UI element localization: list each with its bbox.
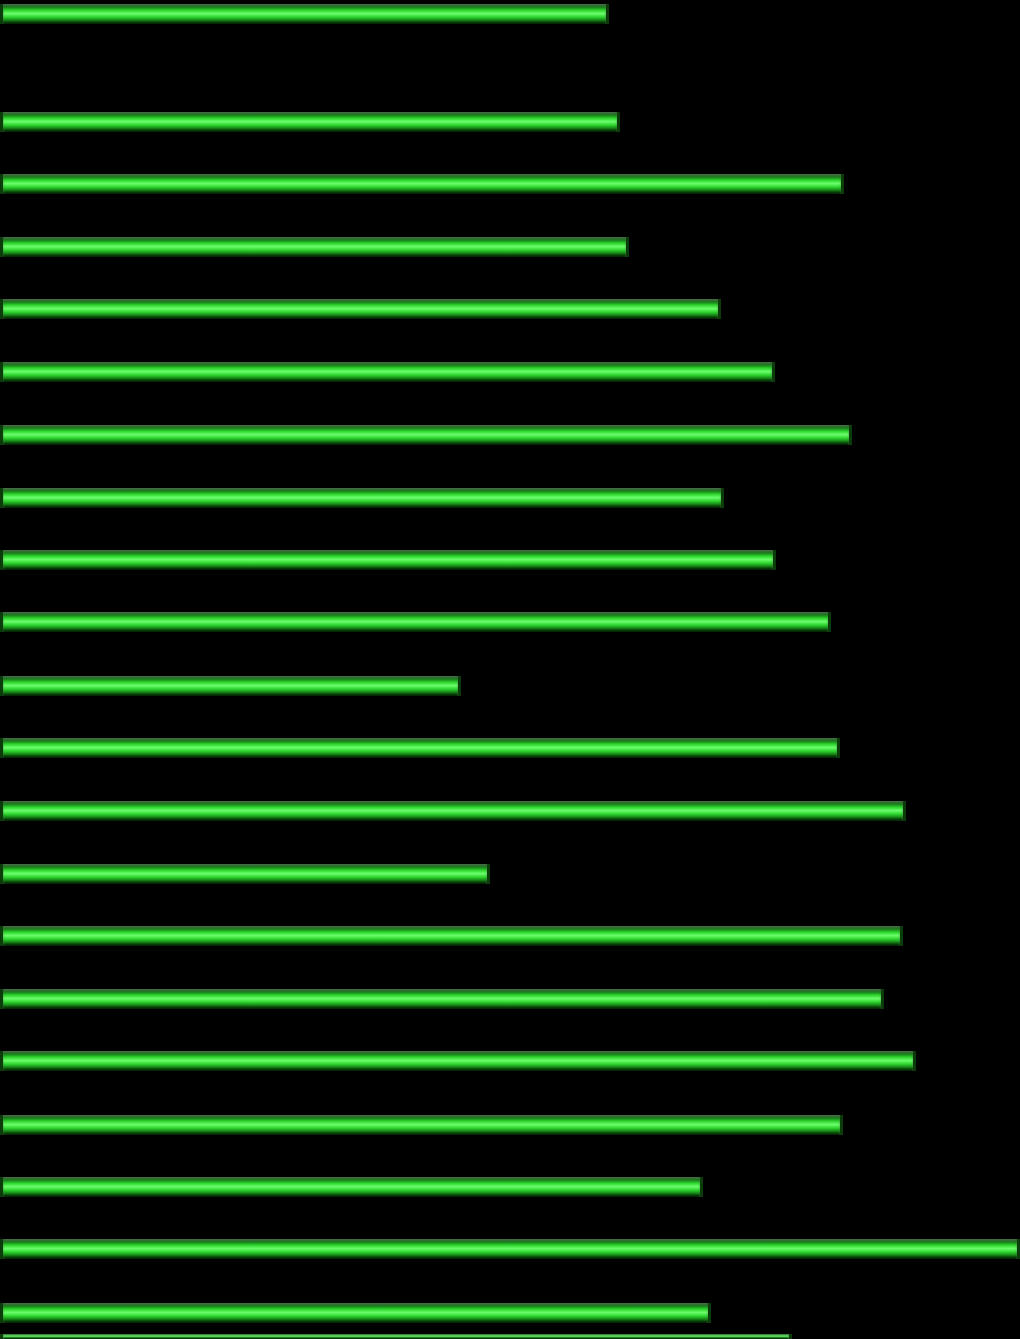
bar-9 <box>0 612 831 632</box>
bar-4 <box>0 299 721 319</box>
bar-17 <box>0 1115 843 1135</box>
bar-19 <box>0 1239 1020 1259</box>
bar-14 <box>0 926 903 946</box>
bar-21 <box>0 1334 792 1339</box>
bar-13 <box>0 864 490 884</box>
bar-7 <box>0 488 724 508</box>
bar-20 <box>0 1303 711 1323</box>
bar-3 <box>0 237 629 257</box>
bar-8 <box>0 550 776 570</box>
bar-0 <box>0 4 609 24</box>
bar-11 <box>0 738 840 758</box>
bar-chart-canvas <box>0 0 1020 1339</box>
bar-15 <box>0 989 884 1009</box>
bar-16 <box>0 1051 916 1071</box>
bar-10 <box>0 676 461 696</box>
bar-6 <box>0 425 852 445</box>
bar-12 <box>0 801 906 821</box>
bar-5 <box>0 362 775 382</box>
bar-18 <box>0 1177 703 1197</box>
bar-1 <box>0 112 620 132</box>
bar-2 <box>0 174 844 194</box>
